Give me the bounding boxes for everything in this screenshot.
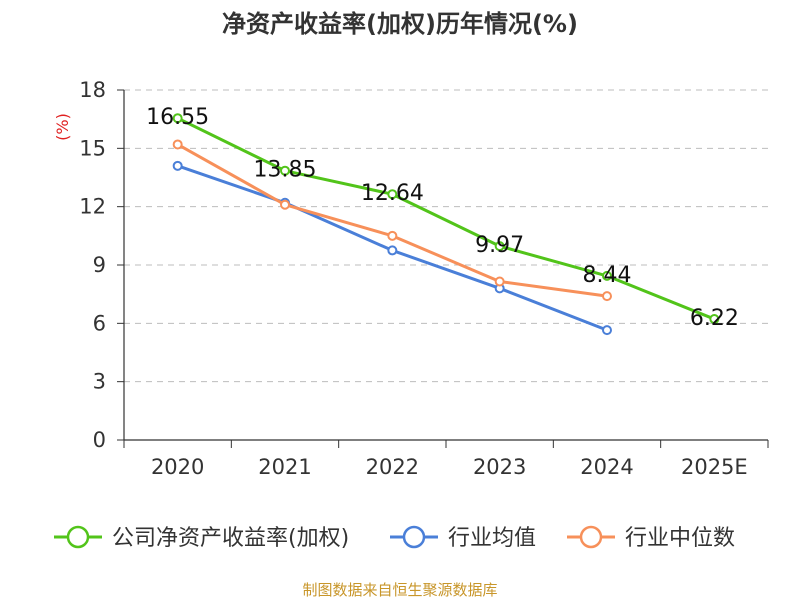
y-axis-unit-label: (%) (53, 113, 72, 141)
series-point-2 (494, 276, 505, 287)
series-point-0 (280, 165, 290, 176)
axis-layer: 0 3 6 9 12 15 18 2020 2021 2022 2023 2024 2025E (79, 78, 769, 479)
series-point-1 (387, 245, 398, 256)
grid-layer (124, 89, 768, 383)
x-tick-label: 2020 (151, 455, 204, 479)
y-tick-label: 3 (93, 370, 106, 394)
y-tick-label: 12 (79, 195, 106, 219)
data-label-layer: 16.55 13.85 12.64 9.97 8.44 6.22 (146, 105, 739, 331)
series-point-1 (602, 325, 612, 336)
legend-marker-0 (66, 525, 90, 549)
data-label: 8.44 (583, 263, 632, 288)
y-tick-label: 6 (93, 311, 106, 335)
data-label: 16.55 (146, 105, 209, 130)
x-tick-label: 2023 (473, 455, 526, 479)
y-tick-label: 18 (79, 78, 106, 102)
series-point-0 (709, 314, 720, 325)
y-tick-label: 15 (79, 136, 106, 160)
series-point-2 (602, 291, 612, 302)
series-line-2 (176, 143, 608, 298)
series-point-2 (280, 199, 290, 210)
legend-marker-1 (402, 525, 426, 549)
series-point-2 (172, 139, 183, 150)
legend-marker-2 (579, 525, 603, 549)
series-point-0 (602, 270, 612, 281)
data-label: 6.22 (690, 306, 739, 331)
x-tick-label: 2022 (366, 455, 419, 479)
legend-label-1: 行业均值 (448, 526, 536, 551)
series-point-0 (172, 113, 183, 124)
source-note: 制图数据来自恒生聚源数据库 (302, 581, 497, 599)
x-tick-label: 2025E (681, 455, 748, 479)
series-point-0 (494, 241, 505, 252)
legend: 公司净资产收益率(加权) 行业均值 行业中位数 (54, 525, 735, 551)
x-tick-label: 2024 (580, 455, 633, 479)
legend-label-2: 行业中位数 (625, 526, 735, 551)
y-tick-label: 9 (93, 253, 106, 277)
series-point-0 (387, 189, 398, 200)
chart-title: 净资产收益率(加权)历年情况(%) (222, 10, 578, 38)
series-layer (172, 113, 720, 336)
data-label: 12.64 (361, 181, 424, 206)
x-tick-label: 2021 (258, 455, 311, 479)
series-point-1 (172, 160, 183, 171)
series-point-2 (387, 230, 398, 241)
data-label: 13.85 (254, 158, 317, 183)
y-tick-label: 0 (93, 428, 106, 452)
series-line-0 (177, 116, 715, 321)
legend-label-0: 公司净资产收益率(加权) (112, 526, 349, 551)
data-label: 9.97 (475, 233, 524, 258)
